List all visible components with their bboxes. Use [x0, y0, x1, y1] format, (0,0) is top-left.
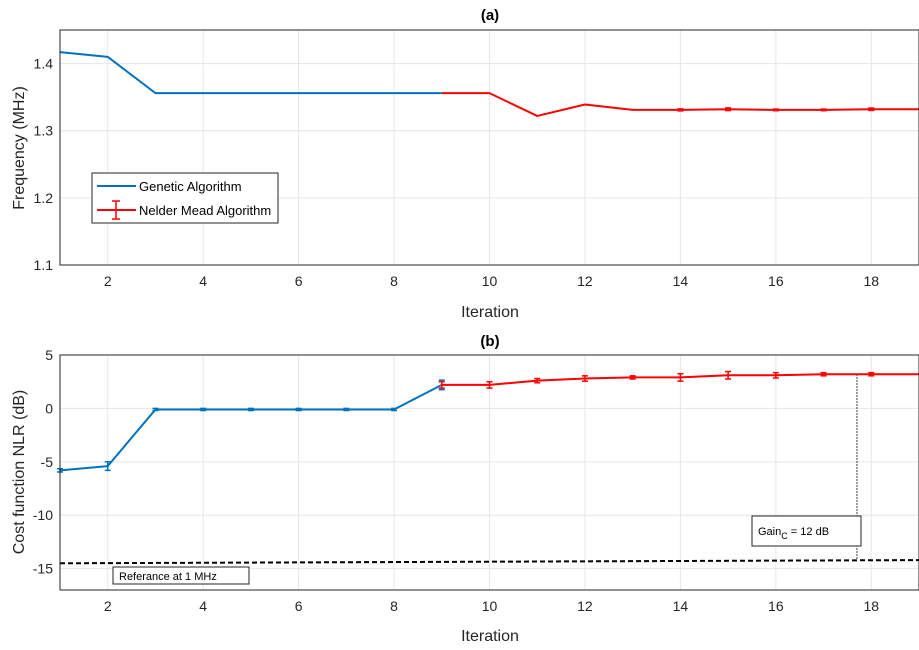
y-tick-label: 5	[45, 347, 53, 363]
panel-a-title: (a)	[481, 7, 499, 24]
panel-b-grid	[60, 354, 919, 590]
gain-label-box	[751, 515, 862, 547]
panel-a-errorbars	[677, 107, 875, 112]
gain-label: GainC = 12 dB	[751, 515, 862, 547]
x-tick-label: 12	[577, 273, 593, 289]
panel-b-reference	[59, 559, 919, 565]
x-tick-label: 18	[863, 598, 879, 614]
legend-nm-label: Nelder Mead Algorithm	[139, 203, 271, 218]
gain-label-text: GainC = 12 dB	[758, 526, 829, 541]
x-tick-label: 8	[390, 273, 398, 289]
panel-b-cost-function: (b) 2 4 6 8 10 12 14 16 18 -15-10-505 Iteration …	[11, 333, 919, 645]
panel-a-frequency: (a) 2 4 6 8 10 12 14 16 18 1.1 1.2 1.3 1.4 Iteratio…	[11, 7, 919, 321]
gain-label-rest: = 12 dB	[788, 526, 829, 538]
series-line-genetic	[59, 51, 442, 95]
panel-b-axes-box	[59, 354, 919, 591]
x-tick-label: 8	[390, 598, 398, 614]
reference-label-box	[112, 566, 250, 585]
legend-ga-label: Genetic Algorithm	[139, 179, 242, 194]
y-tick-label: -10	[33, 507, 53, 523]
x-tick-label: 16	[768, 598, 784, 614]
y-tick-label: -15	[33, 561, 53, 577]
y-tick-label: 1.1	[34, 257, 54, 273]
y-tick-label: -5	[41, 454, 54, 470]
panel-a-x-tick-labels: 2 4 6 8 10 12 14 16 18	[104, 273, 879, 289]
y-tick-label: 0	[45, 400, 53, 416]
y-tick-label: 1.2	[34, 190, 54, 206]
panel-b-x-axis-label: Iteration	[461, 628, 519, 645]
panel-a-y-tick-labels: 1.1 1.2 1.3 1.4	[34, 56, 54, 273]
panel-b-title: (b)	[480, 333, 499, 350]
panel-a-axes-box	[59, 29, 919, 266]
x-tick-label: 2	[104, 598, 112, 614]
x-tick-label: 10	[482, 273, 498, 289]
panel-a-grid	[60, 30, 919, 266]
panel-a-x-axis-label: Iteration	[461, 304, 519, 321]
legend-box	[91, 172, 279, 224]
panel-b-y-axis-label: Cost function NLR (dB)	[11, 390, 28, 555]
x-tick-label: 6	[295, 598, 303, 614]
panel-a-legend: Genetic Algorithm Nelder Mead Algorithm	[91, 172, 279, 224]
reference-label: Referance at 1 MHz	[112, 566, 250, 585]
x-tick-label: 4	[199, 273, 207, 289]
series-line-genetic	[59, 384, 443, 472]
gain-label-subscript: C	[781, 531, 788, 541]
y-tick-label: 1.3	[34, 123, 54, 139]
x-tick-label: 6	[295, 273, 303, 289]
panel-b-y-tick-labels: -15 -10 -5 0 5	[33, 347, 53, 577]
panel-a-y-axis-label: Frequency (MHz)	[11, 86, 28, 210]
reference-line	[59, 559, 919, 565]
x-tick-label: 10	[482, 598, 498, 614]
x-tick-label: 2	[104, 273, 112, 289]
x-tick-label: 12	[577, 598, 593, 614]
x-tick-label: 14	[673, 598, 689, 614]
x-tick-label: 16	[768, 273, 784, 289]
panel-b-x-tick-labels: 2 4 6 8 10 12 14 16 18	[104, 598, 879, 614]
x-tick-label: 14	[673, 273, 689, 289]
reference-label-text: Referance at 1 MHz	[119, 571, 217, 583]
x-tick-label: 4	[199, 598, 207, 614]
gain-label-main: Gain	[758, 526, 781, 538]
panel-b-errorbars	[57, 370, 875, 473]
x-tick-label: 18	[863, 273, 879, 289]
y-tick-label: 1.4	[34, 56, 54, 72]
